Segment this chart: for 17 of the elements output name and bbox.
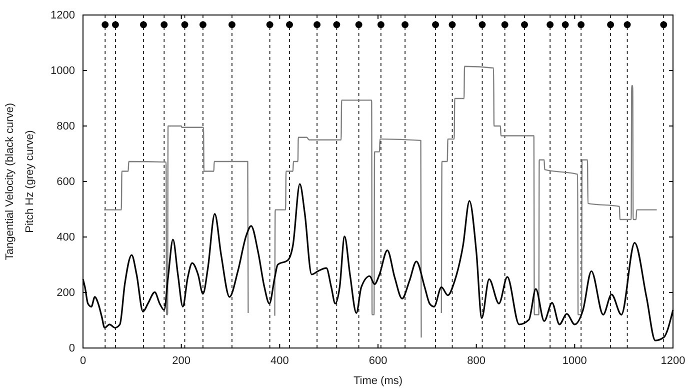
x-tick-label: 800	[467, 354, 486, 367]
y-tick-label: 1200	[50, 10, 75, 22]
x-tick-label: 600	[368, 354, 388, 367]
x-axis-title: Time (ms)	[353, 375, 403, 387]
text: Pitch Hz (grey curve)	[24, 130, 36, 233]
y-tick-label: 1000	[50, 65, 75, 78]
y-tick-label: 800	[56, 120, 75, 133]
y-axis-title: Tangential Velocity (black curve)	[4, 102, 16, 260]
x-tick-label: 0	[80, 354, 86, 367]
x-tick-label: 200	[172, 354, 191, 367]
y-tick-label: 200	[56, 287, 75, 300]
x-tick-label: 1000	[562, 354, 587, 367]
y-tick-label: 600	[56, 176, 75, 188]
x-tick-label: 400	[270, 354, 289, 367]
y-tick-label: 400	[56, 232, 75, 244]
x-tick-label: 1200	[660, 354, 686, 367]
y-tick-label: 0	[68, 342, 75, 355]
